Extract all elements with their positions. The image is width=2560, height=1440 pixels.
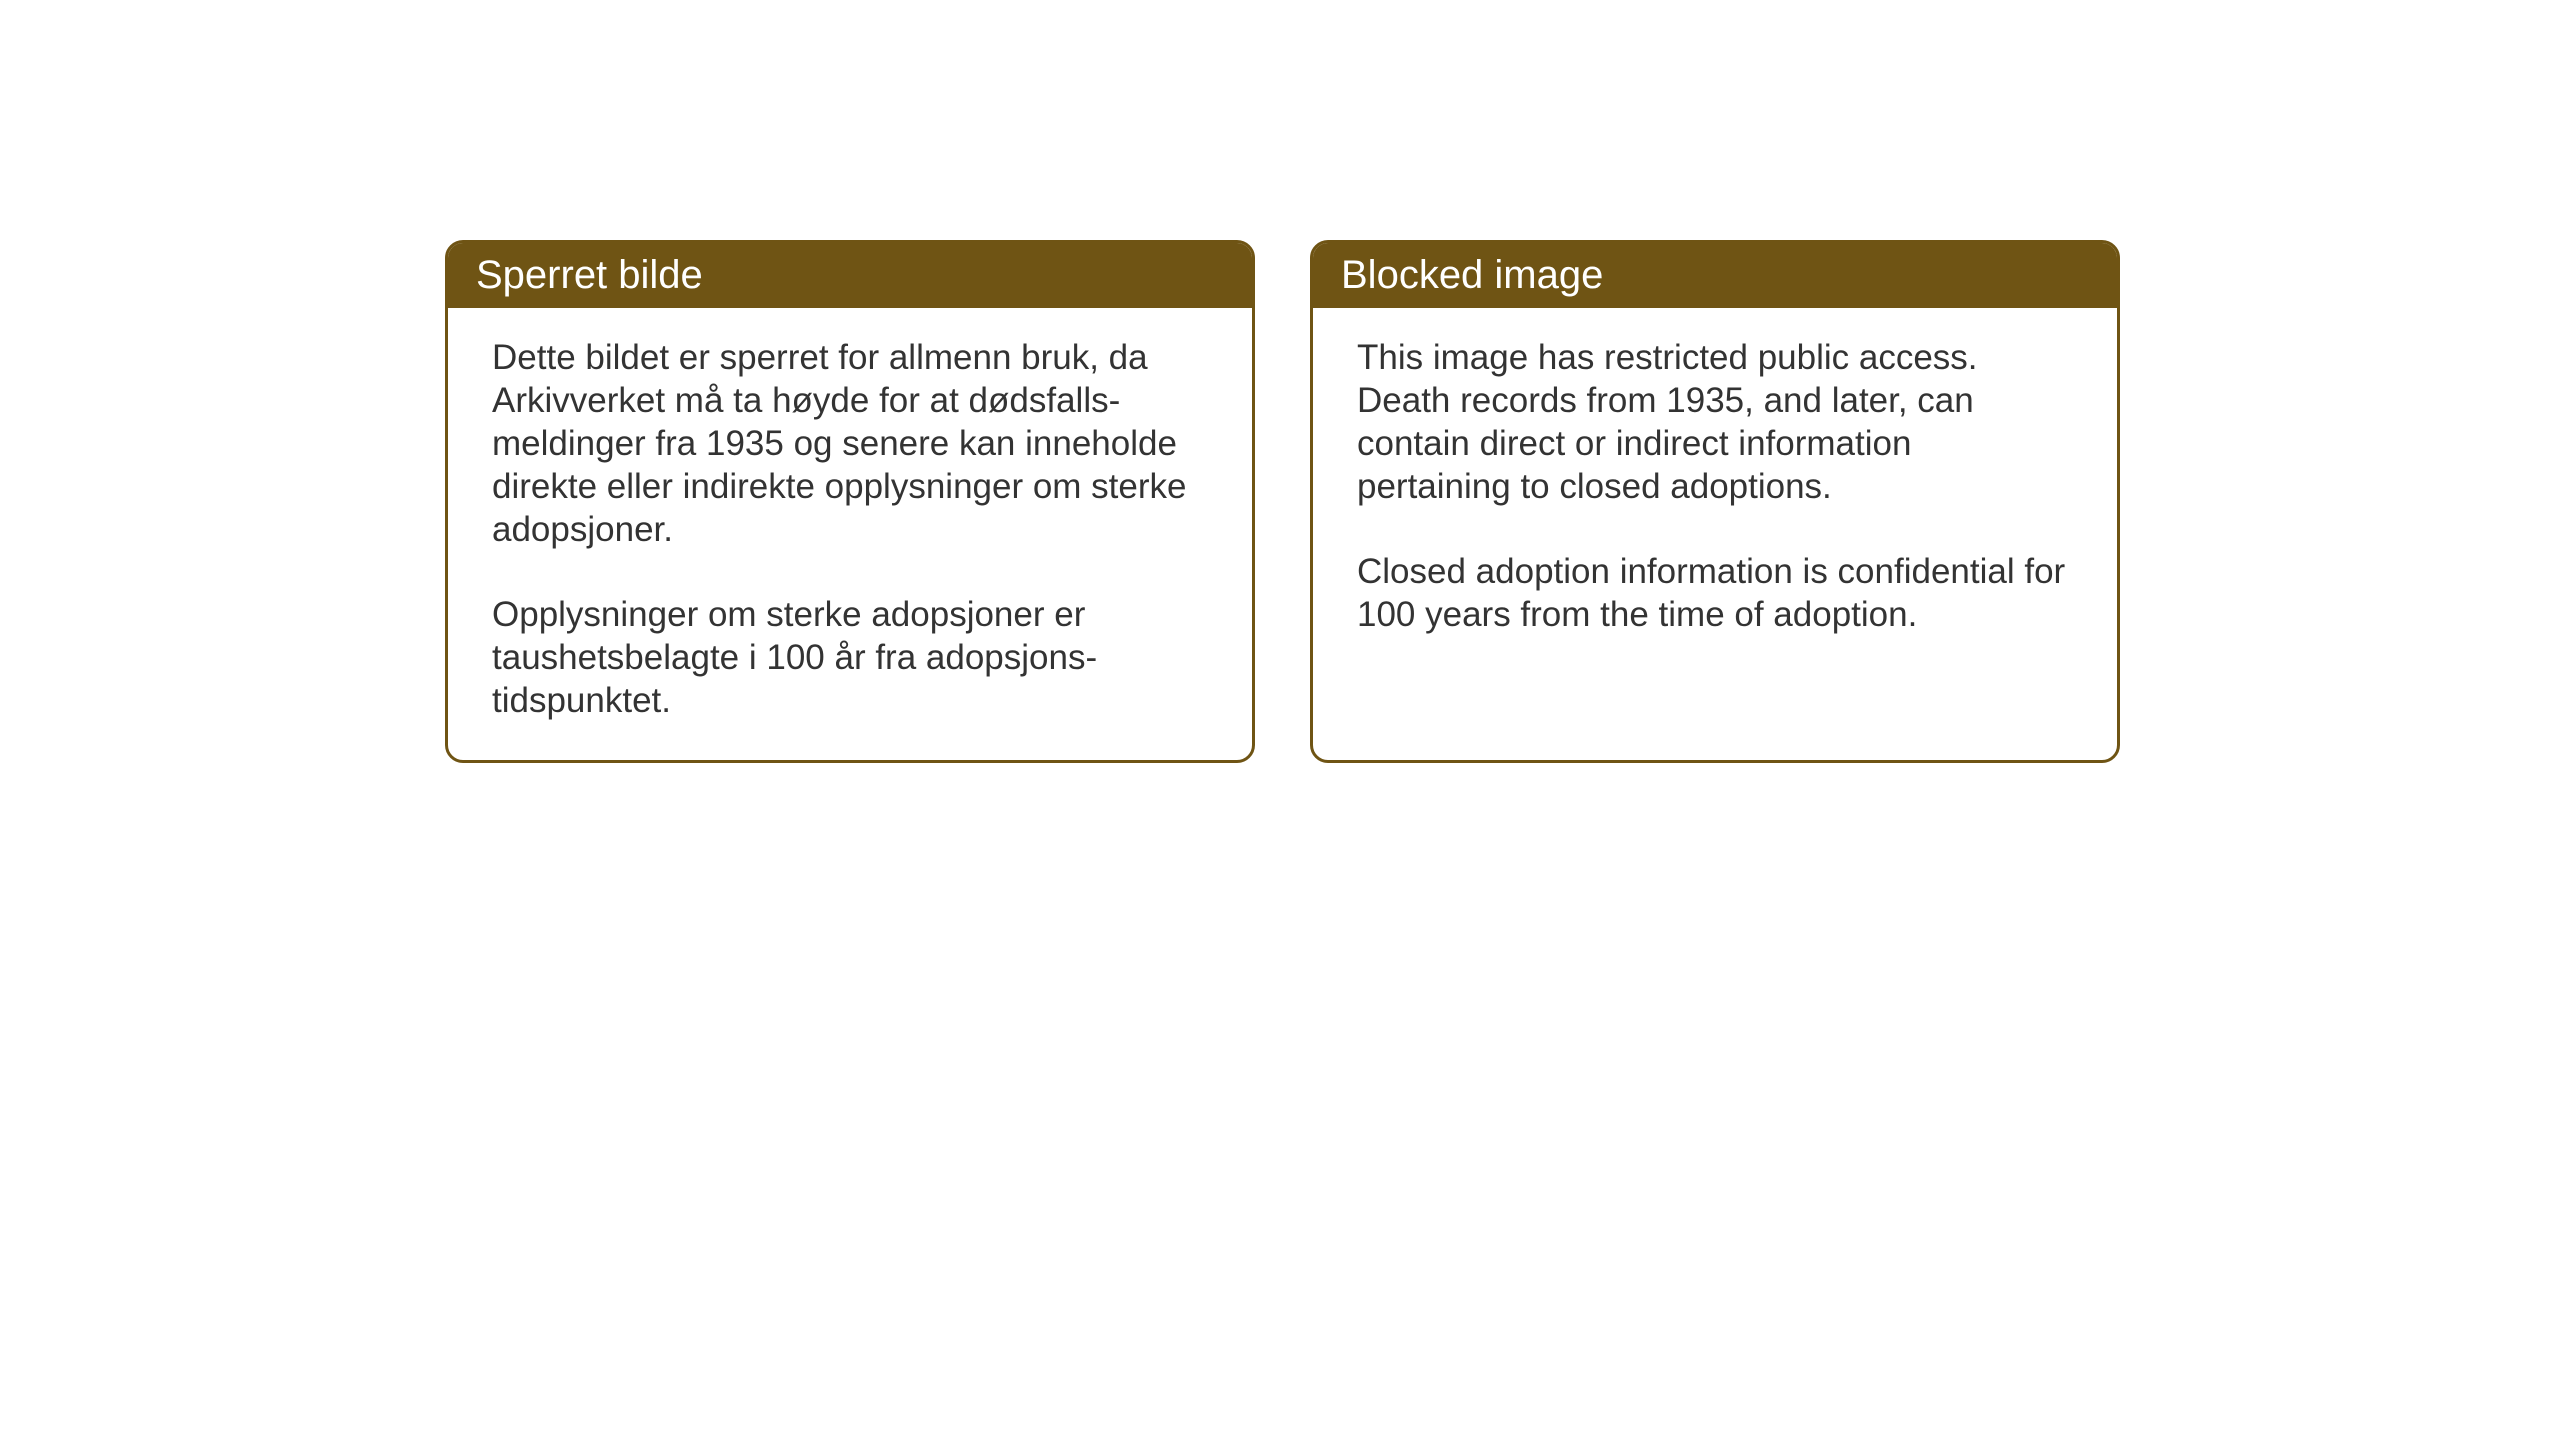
english-paragraph-2: Closed adoption information is confident… xyxy=(1357,550,2073,636)
norwegian-paragraph-1: Dette bildet er sperret for allmenn bruk… xyxy=(492,336,1208,551)
norwegian-card-body: Dette bildet er sperret for allmenn bruk… xyxy=(448,308,1252,760)
english-paragraph-1: This image has restricted public access.… xyxy=(1357,336,2073,508)
norwegian-card-title: Sperret bilde xyxy=(476,253,703,297)
english-notice-card: Blocked image This image has restricted … xyxy=(1310,240,2120,763)
norwegian-card-header: Sperret bilde xyxy=(448,243,1252,308)
english-card-header: Blocked image xyxy=(1313,243,2117,308)
norwegian-paragraph-2: Opplysninger om sterke adopsjoner er tau… xyxy=(492,593,1208,722)
norwegian-notice-card: Sperret bilde Dette bildet er sperret fo… xyxy=(445,240,1255,763)
english-card-title: Blocked image xyxy=(1341,253,1603,297)
english-card-body: This image has restricted public access.… xyxy=(1313,308,2117,728)
notice-cards-container: Sperret bilde Dette bildet er sperret fo… xyxy=(445,240,2120,763)
